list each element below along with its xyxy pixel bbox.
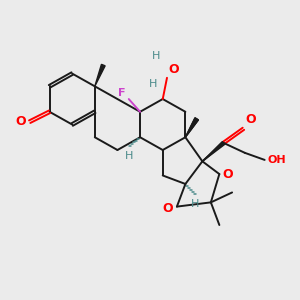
Text: O: O (16, 115, 26, 128)
Text: H: H (152, 51, 160, 61)
Text: O: O (162, 202, 172, 214)
Polygon shape (185, 118, 198, 137)
Text: OH: OH (268, 155, 286, 165)
Text: O: O (168, 63, 179, 76)
Text: H: H (191, 199, 200, 209)
Text: O: O (223, 168, 233, 181)
Text: H: H (148, 79, 157, 89)
Text: O: O (246, 113, 256, 126)
Polygon shape (202, 142, 225, 161)
Polygon shape (185, 118, 198, 137)
Text: H: H (124, 151, 133, 161)
Polygon shape (95, 64, 105, 86)
Text: F: F (118, 88, 125, 98)
